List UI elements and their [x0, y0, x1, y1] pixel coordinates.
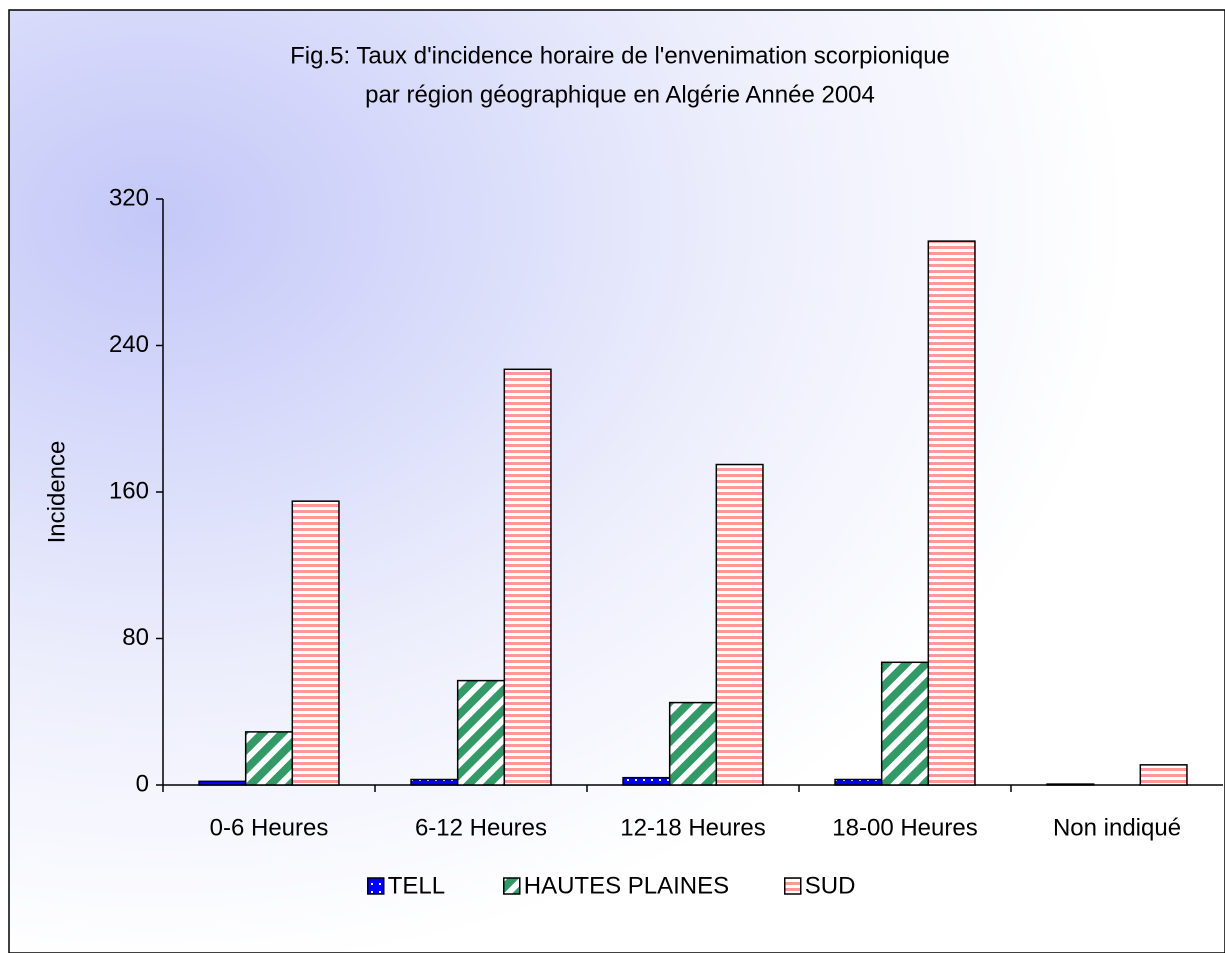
- bar: [715, 463, 764, 786]
- x-tick-label: 18-00 Heures: [832, 814, 977, 841]
- y-tick-label: 240: [109, 331, 149, 358]
- chart-title: Fig.5: Taux d'incidence horaire de l'env…: [290, 42, 950, 69]
- bar: [198, 780, 247, 786]
- bar: [503, 368, 552, 786]
- bar: [622, 776, 671, 786]
- bar: [410, 778, 459, 786]
- bar: [1046, 783, 1095, 786]
- chart-frame: [8, 9, 1225, 953]
- x-tick-label: 12-18 Heures: [620, 814, 765, 841]
- bar: [880, 661, 930, 786]
- x-tick-label: Non indiqué: [1053, 814, 1181, 841]
- bar: [927, 240, 976, 786]
- x-tick-label: 0-6 Heures: [210, 814, 329, 841]
- bar: [244, 731, 294, 786]
- bar: [1139, 764, 1188, 786]
- y-axis-label: Incidence: [43, 441, 70, 544]
- legend-swatch: [367, 877, 385, 895]
- y-tick-label: 80: [122, 624, 149, 651]
- y-tick-label: 160: [109, 477, 149, 504]
- legend-swatch: [503, 877, 521, 895]
- y-tick-label: 0: [136, 770, 149, 797]
- legend-label: HAUTES PLAINES: [524, 872, 729, 899]
- y-tick-label: 320: [109, 184, 149, 211]
- bar: [291, 500, 340, 786]
- legend-label: SUD: [805, 872, 856, 899]
- chart-title: par région géographique en Algérie Année…: [365, 81, 875, 108]
- legend-swatch: [784, 877, 802, 895]
- x-tick-label: 6-12 Heures: [415, 814, 547, 841]
- bar: [668, 701, 718, 786]
- bar: [834, 778, 883, 786]
- legend-label: TELL: [388, 872, 445, 899]
- bar: [456, 679, 506, 786]
